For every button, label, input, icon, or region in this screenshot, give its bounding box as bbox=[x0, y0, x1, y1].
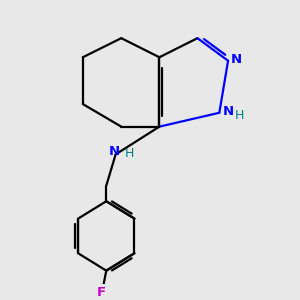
Text: N: N bbox=[223, 105, 234, 118]
Text: N: N bbox=[230, 53, 242, 66]
Text: F: F bbox=[96, 286, 106, 299]
Text: H: H bbox=[235, 109, 244, 122]
Text: N: N bbox=[109, 146, 120, 158]
Text: H: H bbox=[125, 147, 134, 160]
